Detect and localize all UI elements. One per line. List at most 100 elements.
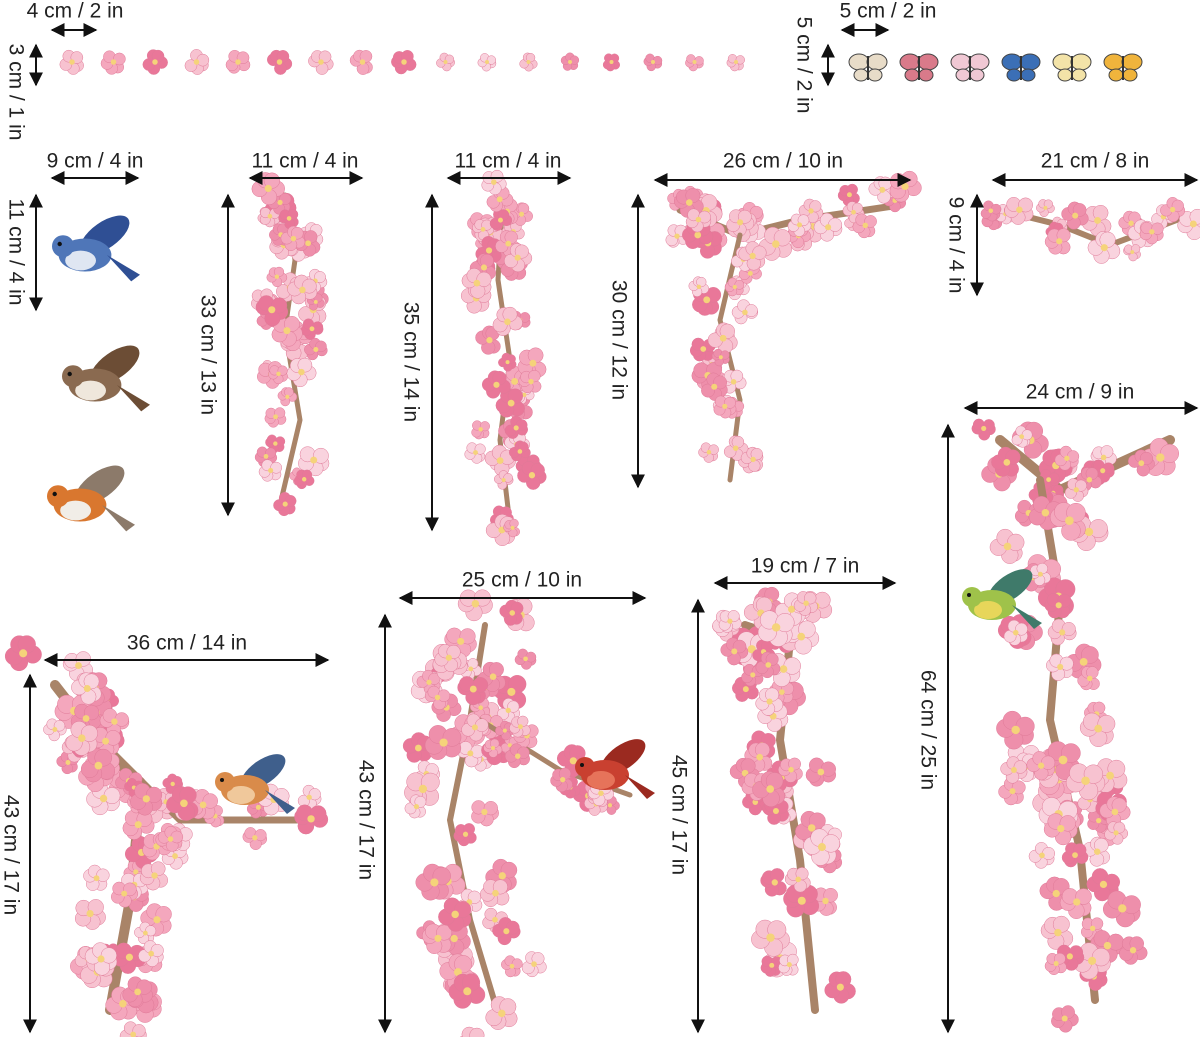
blossom bbox=[100, 50, 126, 75]
flower-center bbox=[505, 240, 512, 247]
flower-center bbox=[503, 928, 510, 935]
flower-center bbox=[277, 199, 283, 206]
blossom bbox=[514, 648, 537, 670]
blossom bbox=[349, 49, 373, 75]
petal bbox=[735, 55, 745, 65]
blossom bbox=[71, 672, 102, 705]
flower-center bbox=[1189, 220, 1197, 228]
petal bbox=[783, 657, 801, 675]
blossom bbox=[459, 1026, 485, 1037]
bird-belly bbox=[587, 771, 615, 789]
petal bbox=[1088, 519, 1108, 538]
blossom bbox=[723, 435, 749, 461]
flower-center bbox=[505, 707, 511, 714]
flower-center bbox=[1054, 928, 1062, 937]
flower-center bbox=[133, 869, 139, 875]
blossom bbox=[139, 861, 169, 891]
blossom bbox=[119, 1021, 147, 1037]
blossom bbox=[718, 610, 742, 633]
dimension-label: 26 cm / 10 in bbox=[723, 150, 843, 173]
blossom bbox=[1061, 842, 1089, 868]
blossom bbox=[80, 747, 116, 783]
blossom bbox=[1177, 208, 1200, 241]
blossom bbox=[166, 786, 199, 821]
petal bbox=[476, 271, 492, 287]
blossom bbox=[503, 518, 520, 538]
blossom bbox=[130, 783, 163, 816]
flower-center bbox=[498, 1009, 506, 1018]
flower-center bbox=[286, 216, 292, 221]
petal bbox=[179, 786, 197, 804]
bird-tail bbox=[625, 775, 655, 799]
blossom bbox=[453, 823, 477, 847]
flower-center bbox=[1087, 675, 1093, 682]
blossom bbox=[1061, 201, 1089, 230]
flower-center bbox=[469, 685, 477, 693]
flower-center bbox=[1041, 508, 1050, 517]
flower-center bbox=[696, 284, 702, 289]
blossom bbox=[698, 442, 719, 463]
flower-center bbox=[471, 724, 478, 731]
flower-center bbox=[1128, 220, 1134, 226]
blossom bbox=[778, 953, 799, 976]
blossom bbox=[298, 446, 330, 477]
flower-center bbox=[747, 270, 753, 276]
blossom bbox=[991, 446, 1021, 477]
flower-center bbox=[414, 744, 422, 752]
flower-center bbox=[1130, 250, 1135, 255]
blossom bbox=[1099, 796, 1131, 828]
bird-eye bbox=[220, 778, 224, 782]
blossom bbox=[492, 306, 523, 336]
flower-center bbox=[734, 60, 738, 64]
flower-center bbox=[504, 318, 511, 326]
flower-center bbox=[276, 371, 281, 376]
blossom bbox=[755, 651, 781, 679]
wing bbox=[1052, 53, 1074, 71]
dimension-label: 11 cm / 4 in bbox=[4, 199, 27, 306]
blossom bbox=[477, 53, 497, 72]
flower-center bbox=[507, 399, 515, 407]
blossom bbox=[464, 442, 486, 464]
flower-center bbox=[528, 472, 536, 479]
flower-center bbox=[255, 804, 261, 810]
petal bbox=[504, 230, 518, 244]
flower-center bbox=[125, 953, 134, 961]
flower-center bbox=[478, 427, 483, 432]
blossom bbox=[497, 698, 521, 723]
blossom bbox=[255, 295, 289, 327]
petal bbox=[151, 49, 165, 63]
blossom bbox=[751, 919, 790, 957]
bird-eye bbox=[67, 371, 72, 377]
dimension-label: 33 cm / 13 in bbox=[196, 295, 219, 415]
flower-center bbox=[796, 222, 803, 228]
blossom bbox=[457, 589, 493, 622]
blossom bbox=[492, 917, 521, 946]
petal bbox=[1036, 562, 1048, 575]
flower-center bbox=[418, 784, 428, 794]
bird-head bbox=[62, 365, 84, 388]
flower-center bbox=[1096, 817, 1102, 824]
flower-center bbox=[267, 213, 273, 219]
blossom bbox=[140, 903, 172, 937]
blossom bbox=[498, 352, 517, 372]
blossom bbox=[74, 899, 106, 930]
flower-center bbox=[142, 930, 148, 936]
bird bbox=[575, 739, 655, 799]
flower-center bbox=[513, 425, 519, 431]
petal bbox=[150, 943, 164, 957]
flower-center bbox=[1072, 852, 1078, 859]
flower-center bbox=[756, 753, 763, 761]
blossom bbox=[1073, 942, 1111, 980]
blossom bbox=[56, 751, 79, 775]
flower-center bbox=[496, 196, 503, 203]
flower-center bbox=[86, 909, 94, 918]
blossom bbox=[1049, 502, 1086, 541]
flower-center bbox=[478, 705, 483, 710]
flower-center bbox=[318, 59, 324, 65]
flower-center bbox=[722, 403, 728, 409]
flower-center bbox=[1094, 848, 1101, 855]
blossom bbox=[259, 207, 281, 228]
petal bbox=[474, 718, 489, 732]
flower-center bbox=[1118, 904, 1127, 913]
blossom bbox=[300, 318, 324, 340]
